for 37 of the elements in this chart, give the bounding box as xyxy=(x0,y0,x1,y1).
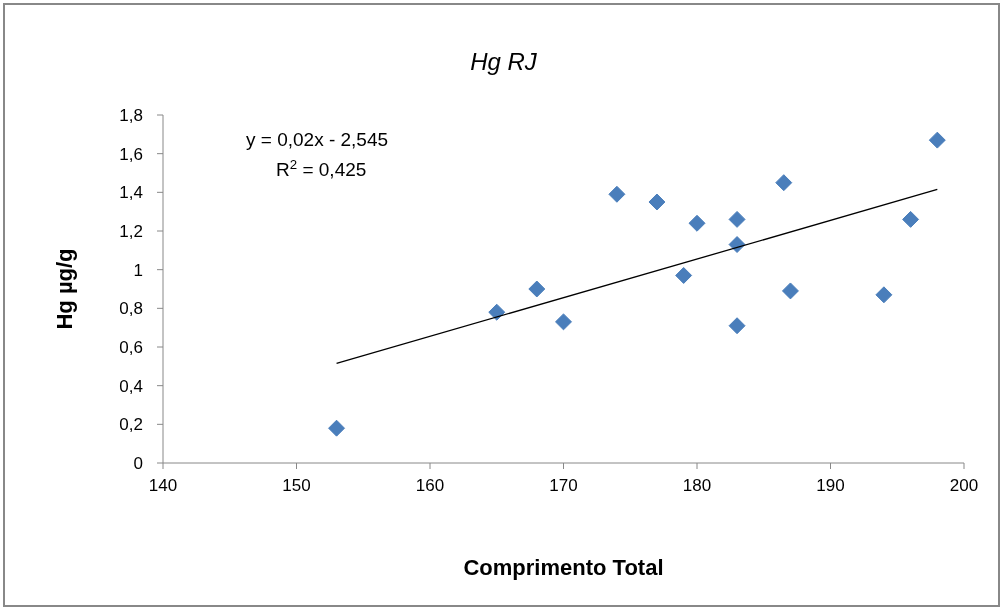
y-tick-label: 0,4 xyxy=(119,376,143,396)
y-tick-label: 1,8 xyxy=(119,105,143,125)
point xyxy=(928,131,946,149)
x-tick-label: 160 xyxy=(415,476,445,495)
chart-title: Hg RJ xyxy=(470,48,538,75)
x-tick-label: 190 xyxy=(816,476,845,495)
y-tick-label: 0,2 xyxy=(119,415,143,435)
point xyxy=(728,210,746,228)
x-tick-label: 200 xyxy=(949,476,979,495)
annotation: R$^{2}$ = 0,425 xyxy=(276,156,367,180)
x-tick-label: 170 xyxy=(549,476,578,495)
y-tick-label: 0,6 xyxy=(119,337,143,357)
point xyxy=(608,185,626,203)
x-tick-label: 150 xyxy=(282,476,311,495)
y-tick-label: 1,4 xyxy=(119,183,143,203)
y-tick-label: 0 xyxy=(133,453,143,473)
point xyxy=(488,303,506,321)
point xyxy=(555,313,572,331)
point xyxy=(528,280,546,298)
point xyxy=(648,193,666,211)
point xyxy=(688,214,706,232)
y-axis-title: Hg µg/g xyxy=(52,248,77,330)
point xyxy=(775,174,793,192)
y-tick-label: 1,6 xyxy=(119,144,143,164)
y-tick-label: 1,2 xyxy=(119,221,143,241)
point xyxy=(875,286,893,304)
x-axis-title: Comprimento Total xyxy=(463,555,664,580)
y-tick-label: 1 xyxy=(133,260,143,280)
point xyxy=(675,267,693,284)
x-tick-label: 180 xyxy=(682,476,712,495)
annotation: y = 0,02x - 2,545 xyxy=(246,129,389,150)
y-tick-label: 0,8 xyxy=(119,299,143,319)
point xyxy=(328,419,346,437)
point xyxy=(781,282,799,300)
point xyxy=(902,210,920,228)
point xyxy=(728,317,746,335)
x-tick-label: 140 xyxy=(148,476,178,495)
